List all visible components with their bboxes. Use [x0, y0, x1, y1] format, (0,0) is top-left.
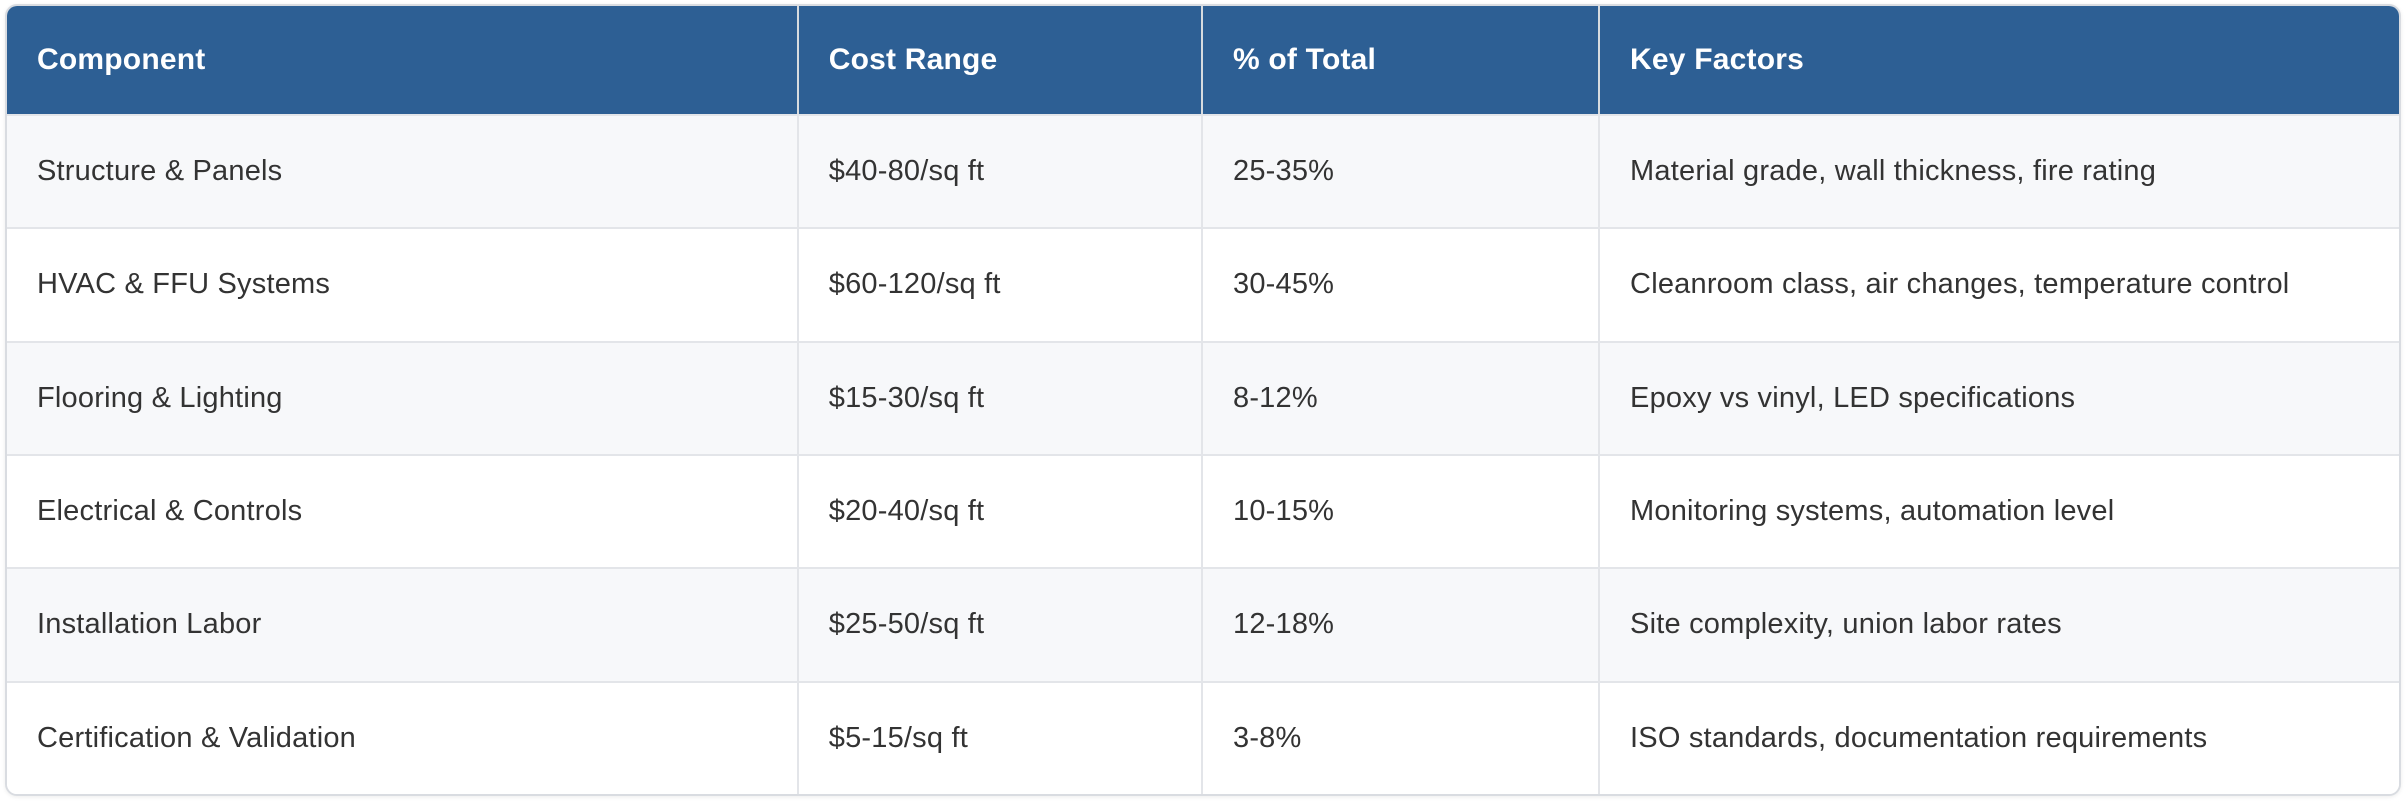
key-factors-cell: Material grade, wall thickness, fire rat…: [1630, 155, 2157, 188]
column-header-cost-range: Cost Range: [799, 6, 1203, 114]
pct-of-total-cell: 8-12%: [1203, 342, 1601, 454]
cost-range-cell: $5-15/sq ft: [799, 682, 1203, 794]
pct-of-total-cell: 10-15%: [1203, 455, 1601, 568]
pct-of-total-cell: 12-18%: [1203, 569, 1601, 681]
cost-range-cell: $40-80/sq ft: [799, 116, 1203, 228]
cost-range-cell: $20-40/sq ft: [799, 455, 1203, 568]
component-cell: Electrical & Controls: [7, 455, 799, 568]
column-header-key-factors: Key Factors: [1630, 43, 1804, 76]
column-header-component: Component: [7, 6, 799, 114]
table-row: Installation Labor $25-50/sq ft 12-18% S…: [7, 567, 2399, 681]
cost-range-cell: $25-50/sq ft: [799, 569, 1203, 681]
table-row: Structure & Panels $40-80/sq ft 25-35% M…: [7, 114, 2399, 228]
cost-range-cell: $15-30/sq ft: [799, 342, 1203, 454]
table-header-row: Component Cost Range % of Total Key Fact…: [7, 6, 2399, 114]
component-cell: Certification & Validation: [7, 682, 799, 794]
cost-range-cell: $60-120/sq ft: [799, 229, 1203, 341]
key-factors-cell: Epoxy vs vinyl, LED specifications: [1630, 381, 2076, 414]
key-factors-cell: Cleanroom class, air changes, temperatur…: [1630, 268, 2290, 301]
key-factors-cell: ISO standards, documentation requirement…: [1630, 721, 2208, 754]
table-row: Electrical & Controls $20-40/sq ft 10-15…: [7, 453, 2399, 568]
pct-of-total-cell: 30-45%: [1203, 229, 1601, 341]
table-row: HVAC & FFU Systems $60-120/sq ft 30-45% …: [7, 227, 2399, 341]
component-cell: Flooring & Lighting: [7, 342, 799, 454]
key-factors-cell: Site complexity, union labor rates: [1630, 608, 2062, 641]
column-header-pct-of-total: % of Total: [1203, 6, 1601, 114]
component-cell: HVAC & FFU Systems: [7, 229, 799, 341]
table-row: Certification & Validation $5-15/sq ft 3…: [7, 680, 2399, 794]
component-cell: Installation Labor: [7, 569, 799, 681]
pct-of-total-cell: 3-8%: [1203, 682, 1601, 794]
table-row: Flooring & Lighting $15-30/sq ft 8-12% E…: [7, 340, 2399, 454]
component-cell: Structure & Panels: [7, 116, 799, 228]
cost-breakdown-table: Component Cost Range % of Total Key Fact…: [5, 4, 2401, 796]
key-factors-cell: Monitoring systems, automation level: [1630, 495, 2115, 528]
pct-of-total-cell: 25-35%: [1203, 116, 1601, 228]
